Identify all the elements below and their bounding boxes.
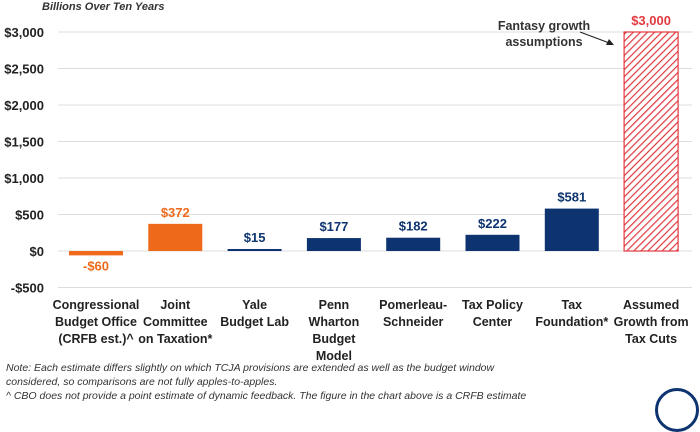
footnote: considered, so comparisons are not fully… bbox=[6, 376, 278, 388]
x-tick-label: Yale bbox=[242, 298, 267, 312]
y-tick-label: $0 bbox=[30, 244, 44, 259]
annotation-line: Fantasy growth bbox=[498, 19, 590, 33]
y-tick-label: $1,000 bbox=[4, 171, 44, 186]
logo bbox=[655, 388, 699, 432]
y-tick-label: $2,000 bbox=[4, 98, 44, 113]
x-tick-label: Committee bbox=[143, 315, 208, 329]
bar bbox=[465, 234, 520, 251]
data-label: $182 bbox=[399, 219, 428, 234]
x-tick-label: Schneider bbox=[383, 315, 444, 329]
annotation-arrow bbox=[579, 31, 613, 45]
bar bbox=[544, 208, 599, 251]
annotation-line: assumptions bbox=[505, 35, 582, 49]
arrow-head bbox=[606, 39, 614, 45]
x-tick-label: Budget Lab bbox=[220, 315, 289, 329]
x-tick-label: Tax Cuts bbox=[625, 332, 677, 346]
x-tick-label: Congressional bbox=[53, 298, 140, 312]
data-label: $3,000 bbox=[631, 13, 671, 28]
annotation: Fantasy growth assumptions bbox=[498, 19, 614, 49]
data-label: $15 bbox=[244, 230, 266, 245]
bar bbox=[148, 223, 203, 251]
data-label: $222 bbox=[478, 216, 507, 231]
data-label: -$60 bbox=[83, 258, 109, 273]
y-tick-label: $500 bbox=[15, 208, 44, 223]
bar bbox=[386, 237, 441, 251]
y-tick-label: -$500 bbox=[11, 281, 44, 296]
y-tick-label: $3,000 bbox=[4, 25, 44, 40]
bar bbox=[227, 249, 282, 251]
data-label: $177 bbox=[319, 219, 348, 234]
x-tick-label: Budget bbox=[312, 332, 356, 346]
x-tick-label: Pomerleau- bbox=[379, 298, 447, 312]
x-tick-label: Model bbox=[316, 349, 352, 363]
bar bbox=[306, 238, 361, 251]
x-tick-label: Foundation* bbox=[535, 315, 608, 329]
x-tick-label: Tax Policy bbox=[462, 298, 523, 312]
x-tick-label: Assumed bbox=[623, 298, 679, 312]
data-label: $581 bbox=[557, 190, 586, 205]
x-tick-label: Joint bbox=[160, 298, 191, 312]
x-tick-label: Center bbox=[473, 315, 513, 329]
y-tick-label: $1,500 bbox=[4, 135, 44, 150]
x-tick-label: Wharton bbox=[309, 315, 360, 329]
chart-subtitle: Billions Over Ten Years bbox=[42, 1, 164, 13]
footnote: ^ CBO does not provide a point estimate … bbox=[6, 390, 527, 402]
x-tick-label: Tax bbox=[561, 298, 582, 312]
bar bbox=[69, 251, 123, 256]
y-tick-label: $2,500 bbox=[4, 62, 44, 77]
x-tick-label: Budget Office bbox=[55, 315, 137, 329]
x-tick-label: Penn bbox=[319, 298, 350, 312]
bar bbox=[623, 31, 679, 252]
x-tick-label: Growth from bbox=[614, 315, 689, 329]
x-tick-label: (CRFB est.)^ bbox=[58, 332, 134, 346]
footnote: Note: Each estimate differs slightly on … bbox=[6, 362, 495, 374]
x-tick-label: on Taxation* bbox=[138, 332, 212, 346]
data-label: $372 bbox=[161, 205, 190, 220]
bar-chart: Billions Over Ten Years -$500 $0 $500 $1,00… bbox=[4, 1, 692, 363]
